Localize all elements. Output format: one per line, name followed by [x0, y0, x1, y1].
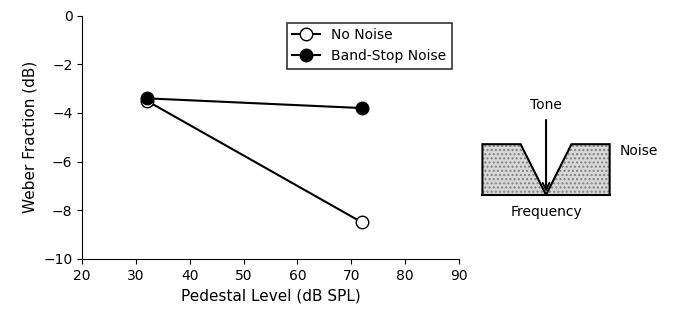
No Noise [142, 99, 151, 103]
No Noise [358, 221, 366, 224]
Line: No Noise: No Noise [140, 95, 369, 229]
Band-Stop Noise [358, 106, 366, 110]
Band-Stop Noise [142, 96, 151, 100]
Polygon shape [482, 144, 610, 195]
Text: Tone: Tone [530, 99, 562, 113]
X-axis label: Pedestal Level (dB SPL): Pedestal Level (dB SPL) [181, 288, 360, 303]
Text: Frequency: Frequency [510, 205, 582, 219]
Text: Noise: Noise [620, 144, 658, 158]
Y-axis label: Weber Fraction (dB): Weber Fraction (dB) [23, 61, 38, 213]
Legend: No Noise, Band-Stop Noise: No Noise, Band-Stop Noise [287, 22, 452, 69]
Line: Band-Stop Noise: Band-Stop Noise [140, 92, 369, 114]
